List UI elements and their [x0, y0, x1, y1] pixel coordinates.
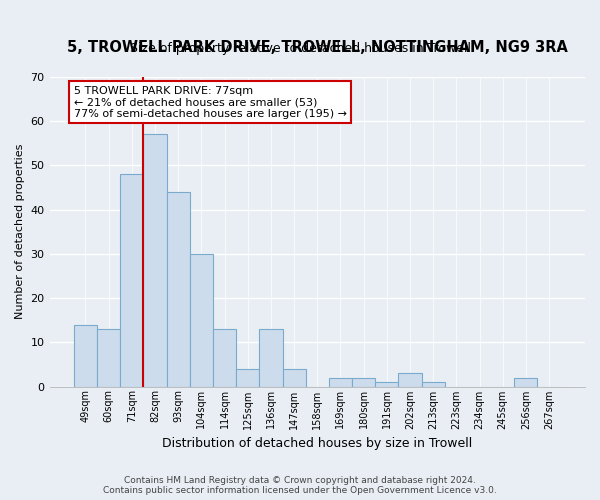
Bar — [236, 369, 259, 386]
Bar — [190, 254, 213, 386]
Bar — [398, 373, 422, 386]
Bar — [259, 329, 283, 386]
Bar — [167, 192, 190, 386]
Bar — [514, 378, 538, 386]
Bar — [143, 134, 167, 386]
Bar — [120, 174, 143, 386]
X-axis label: Distribution of detached houses by size in Trowell: Distribution of detached houses by size … — [162, 437, 472, 450]
Bar — [375, 382, 398, 386]
Bar — [422, 382, 445, 386]
Bar — [213, 329, 236, 386]
Bar — [97, 329, 120, 386]
Text: Contains HM Land Registry data © Crown copyright and database right 2024.
Contai: Contains HM Land Registry data © Crown c… — [103, 476, 497, 495]
Bar — [329, 378, 352, 386]
Y-axis label: Number of detached properties: Number of detached properties — [15, 144, 25, 320]
Title: 5, TROWELL PARK DRIVE, TROWELL, NOTTINGHAM, NG9 3RA: 5, TROWELL PARK DRIVE, TROWELL, NOTTINGH… — [67, 40, 568, 55]
Bar — [283, 369, 305, 386]
Text: Size of property relative to detached houses in Trowell: Size of property relative to detached ho… — [130, 42, 470, 55]
Bar — [74, 324, 97, 386]
Bar — [352, 378, 375, 386]
Text: 5 TROWELL PARK DRIVE: 77sqm
← 21% of detached houses are smaller (53)
77% of sem: 5 TROWELL PARK DRIVE: 77sqm ← 21% of det… — [74, 86, 347, 119]
